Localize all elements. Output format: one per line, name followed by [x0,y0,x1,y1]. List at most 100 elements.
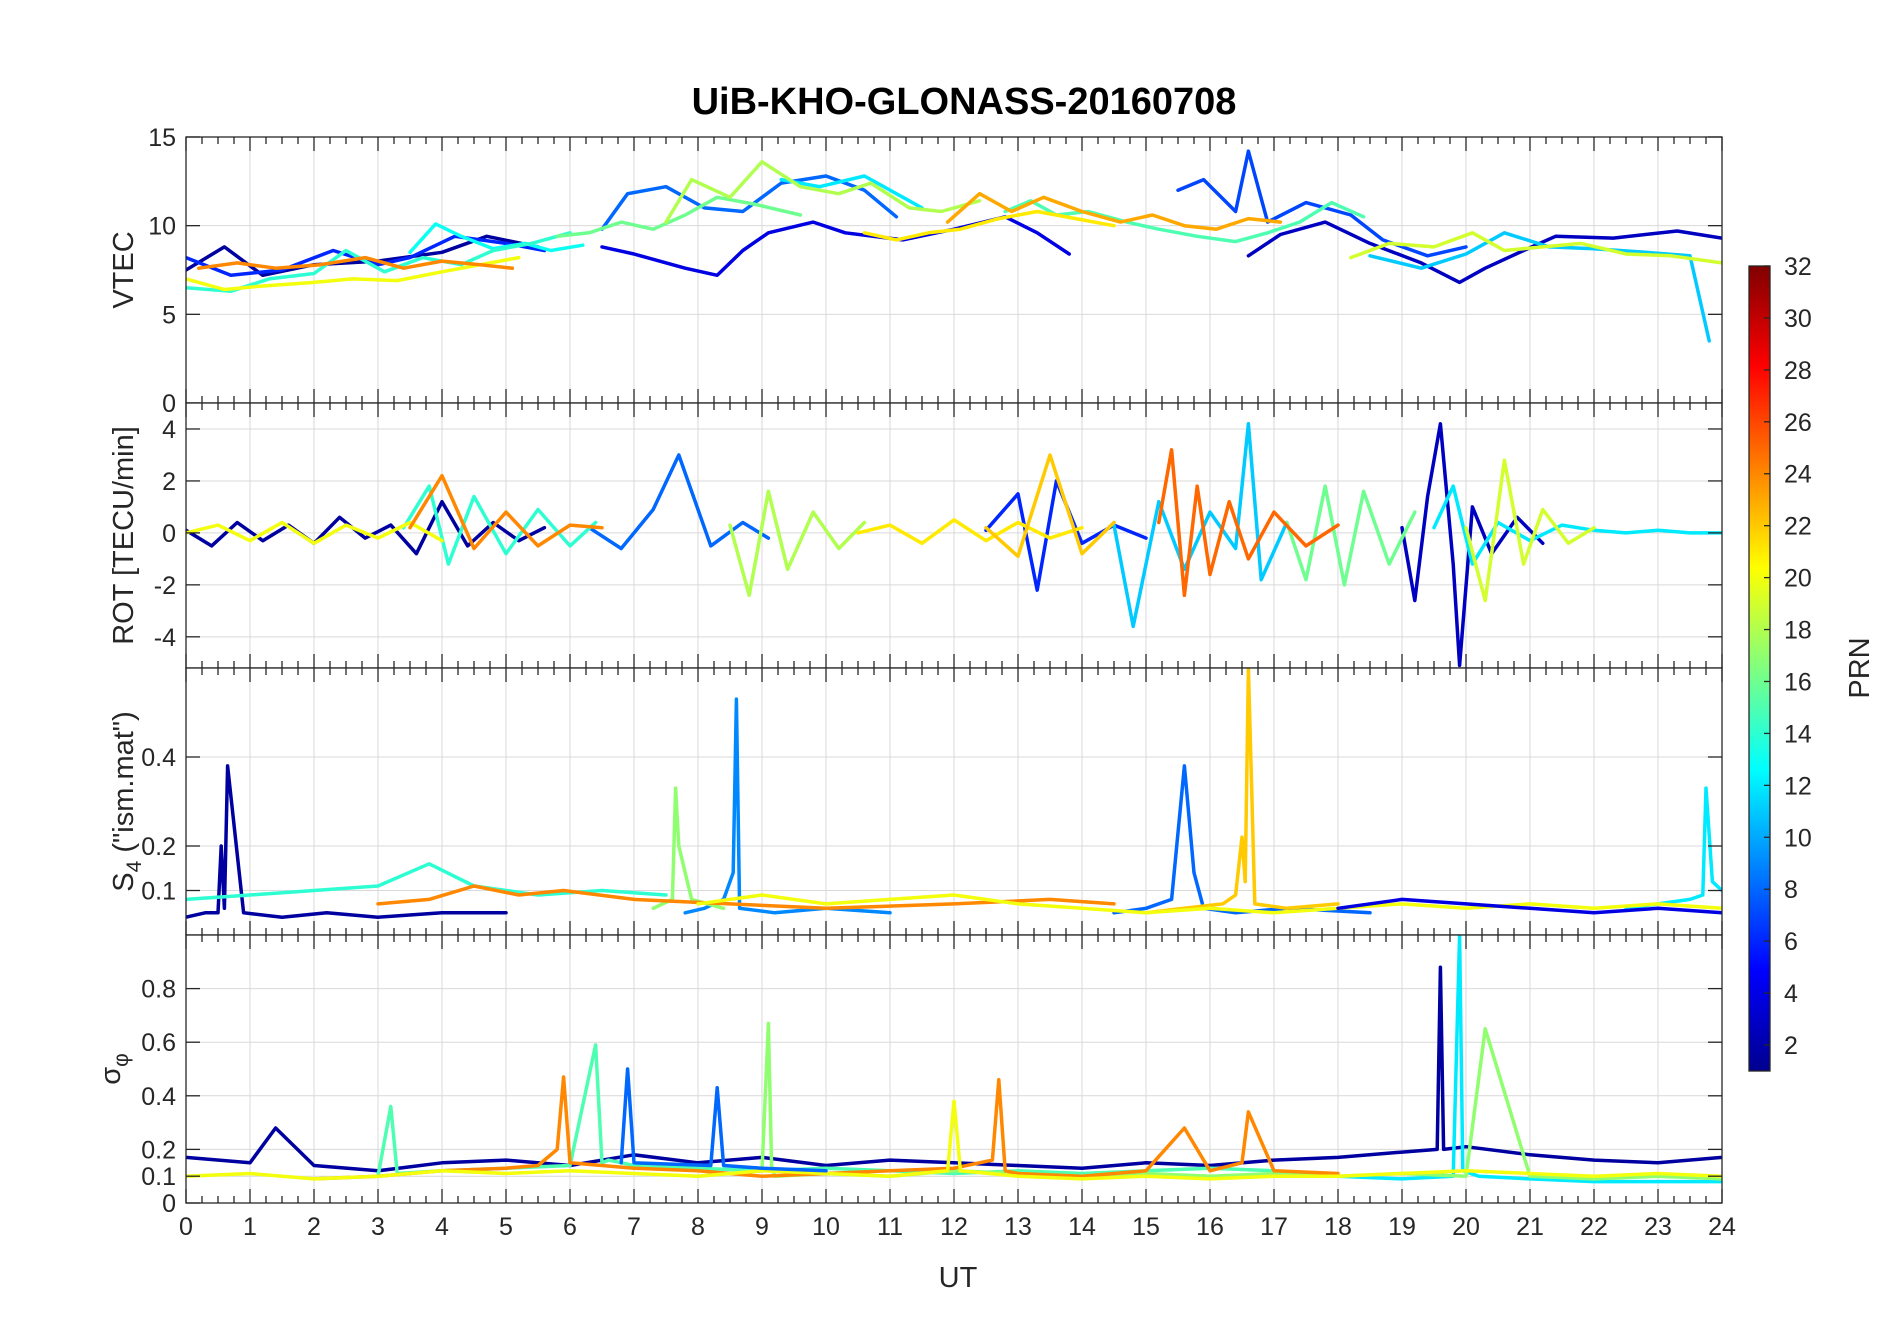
y-axis-label: S4 ("ism.mat") [108,711,146,892]
x-tick-label: 7 [627,1213,641,1241]
x-tick-label: 0 [179,1213,193,1241]
series-line-prn-11 [1112,422,1289,629]
colorbar-tick-label: 12 [1784,772,1812,800]
series-line-prn-12 [1336,935,1722,1184]
series-line-prn-20 [186,255,521,292]
series-line-prn-22 [1144,668,1340,915]
x-tick-label: 19 [1388,1213,1416,1241]
series-line-prn-13 [408,222,585,255]
series-line-prn-20 [186,1099,1722,1181]
series-line-prn-7 [1176,149,1468,258]
series-line-prn-21 [856,518,1084,546]
x-tick-label: 5 [499,1213,513,1241]
y-tick-label: -2 [154,572,176,600]
x-tick-label: 17 [1260,1213,1288,1241]
y-tick-label: 2 [162,468,176,496]
colorbar-tick-label: 26 [1784,409,1812,437]
x-tick-labels: 0 1 2 3 4 5 6 7 8 9 10 11 12 13 14 15 16 17 18 19 20 21 22 23 24 [179,1213,1736,1241]
colorbar-tick-label: 8 [1784,876,1798,904]
y-tick-label: 0.2 [141,833,176,861]
x-tick-label: 13 [1004,1213,1032,1241]
x-tick-label: 9 [755,1213,769,1241]
x-tick-label: 21 [1516,1213,1544,1241]
series-line-prn-24 [376,884,1116,911]
x-tick-label: 18 [1324,1213,1352,1241]
series-line-prn-20 [696,893,1722,915]
colorbar-tick-label: 6 [1784,928,1798,956]
series-line-prn-2 [186,764,508,919]
series-line-prn-12 [1432,484,1722,566]
colorbar-tick-label: 18 [1784,617,1812,645]
series-line-prn-8 [619,1067,828,1173]
x-axis-label: UT [939,1262,978,1294]
colorbar-tick-label: 16 [1784,668,1812,696]
y-tick-label: 0 [162,520,176,548]
y-tick-label: 0.1 [141,1163,176,1191]
x-tick-label: 23 [1644,1213,1672,1241]
series-group [186,668,1722,919]
x-tick-label: 16 [1196,1213,1224,1241]
y-tick-label: 4 [162,416,176,444]
colorbar-tick-label: 14 [1784,720,1812,748]
x-tick-label: 10 [812,1213,840,1241]
x-tick-label: 8 [691,1213,705,1241]
colorbar-label: PRN [1844,637,1876,698]
series-group [186,935,1722,1184]
series-line-prn-2 [186,965,1722,1173]
x-tick-label: 1 [243,1213,257,1241]
series-group [186,149,1722,343]
series-line-prn-18 [664,160,982,224]
y-tick-label: 0.6 [141,1029,176,1057]
panel-3: 0.1 0.2 0.4S4 ("ism.mat") [108,667,1723,936]
series-line-prn-22 [984,453,1116,559]
y-tick-label: 0.4 [141,744,176,772]
panel-2: -4 -2 0 2 4 ROT [TECU/min] [108,402,1723,669]
x-tick-label: 14 [1068,1213,1096,1241]
x-tick-label: 4 [435,1213,449,1241]
series-line-prn-8 [600,174,899,231]
colorbar-tick-label: 20 [1784,565,1812,593]
x-tick-label: 15 [1132,1213,1160,1241]
y-tick-label: 15 [148,124,176,152]
series-line-prn-20 [186,520,444,546]
x-tick-label: 11 [877,1213,903,1241]
series-line-prn-14 [186,231,572,294]
series-line-prn-12 [779,174,924,210]
series-line-prn-8 [587,453,771,551]
colorbar-gradient [1749,266,1770,1071]
series-line-prn-21 [862,209,1116,242]
y-tick-label: -4 [154,624,176,652]
series-line-prn-19 [1464,458,1596,603]
series-line-prn-8 [1112,764,1372,915]
series-line-prn-18 [728,489,867,598]
series-line-prn-19 [1349,231,1722,265]
y-axis-label: VTEC [108,231,140,308]
colorbar-tick-label: 2 [1784,1032,1798,1060]
x-tick-label: 24 [1708,1213,1736,1241]
series-line-prn-3 [1400,422,1545,668]
series-line-prn-14 [401,484,598,566]
colorbar-tick-label: 30 [1784,305,1812,333]
series-line-prn-24 [408,473,604,551]
x-tick-label: 3 [371,1213,385,1241]
series-line-prn-16 [1285,484,1417,587]
y-tick-label: 5 [162,301,176,329]
colorbar-tick-label: 4 [1784,980,1798,1008]
panel-4: 00.10.2 0.4 0.6 0.8 σφ [95,934,1723,1218]
panel-1: 0 5 10 15 VTEC [108,124,1723,418]
colorbar-tick-label: 24 [1784,461,1812,489]
x-tick-label: 6 [563,1213,577,1241]
series-line-prn-23 [945,191,1283,231]
series-line-prn-6 [186,234,547,278]
y-axis-label: ROT [TECU/min] [108,426,140,645]
series-line-prn-2 [186,499,547,556]
series-line-prn-24 [197,255,515,270]
y-tick-label: 0 [162,390,176,418]
colorbar-tick-label: 22 [1784,513,1812,541]
y-axis-label: σφ [95,1053,133,1085]
y-tick-label: 0.2 [141,1136,176,1164]
